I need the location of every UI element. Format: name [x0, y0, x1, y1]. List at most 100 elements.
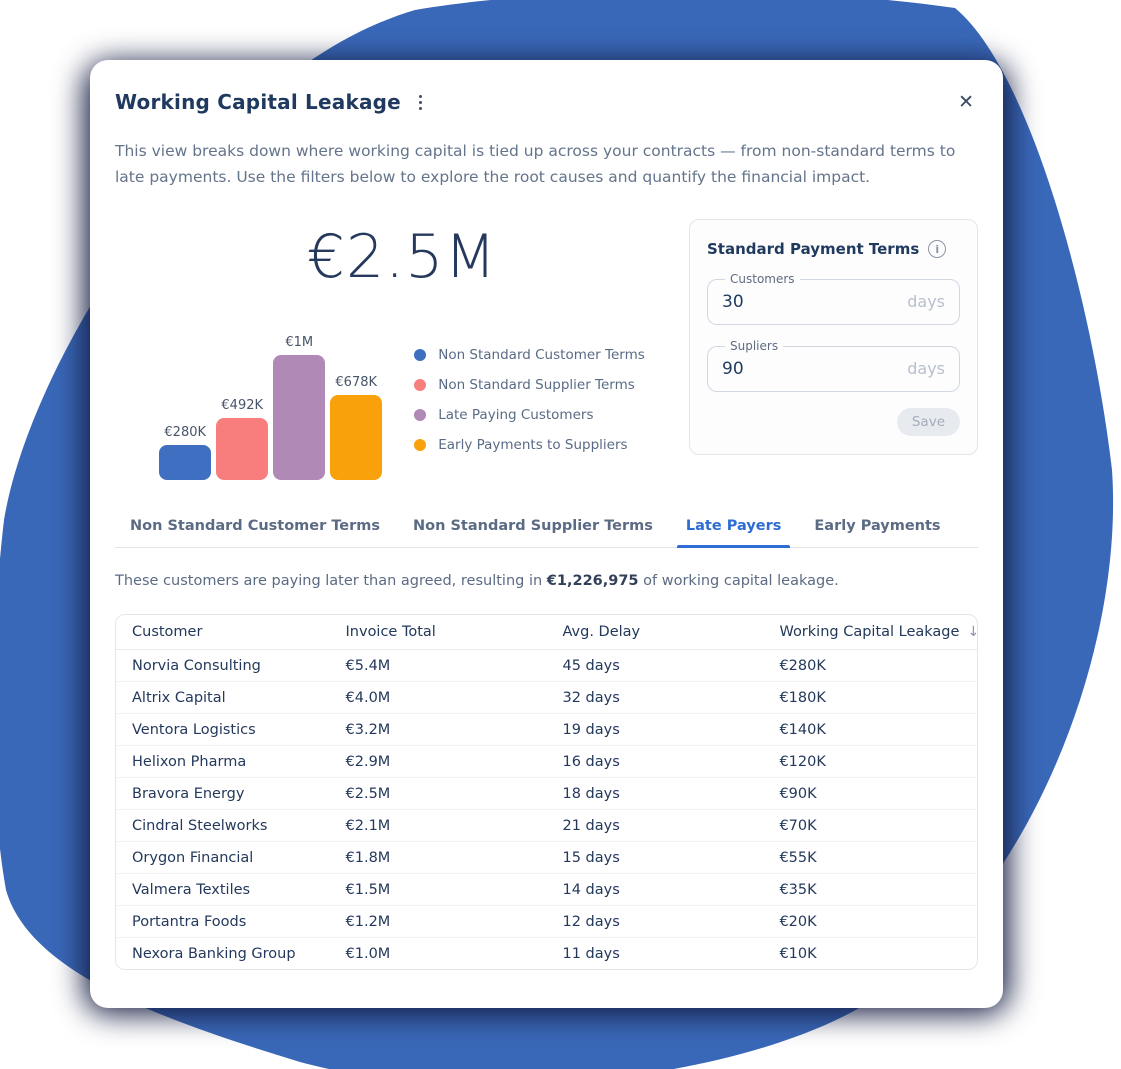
leakage-chart-section: €2.5M €280K €492K €1M €678K Non Standard Cu… — [115, 218, 689, 480]
summary-prefix: These customers are paying later than ag… — [115, 573, 547, 589]
save-button[interactable]: Save — [896, 408, 960, 436]
page-title: Working Capital Leakage — [115, 90, 401, 114]
bar-value-label: €280K — [164, 425, 207, 440]
table-cell: €1.0M — [345, 945, 391, 962]
legend-label: Non Standard Customer Terms — [438, 347, 645, 363]
table-cell: €140K — [779, 721, 826, 738]
table-cell: Ventora Logistics — [132, 721, 256, 738]
tab-non-standard-customer-terms[interactable]: Non Standard Customer Terms — [130, 518, 381, 534]
legend-label: Non Standard Supplier Terms — [438, 377, 635, 393]
table-cell: €280K — [779, 657, 826, 674]
standard-payment-terms-panel: Standard Payment Terms i Customers days … — [689, 219, 978, 455]
customers-days-input[interactable] — [720, 288, 820, 314]
table-cell: Orygon Financial — [132, 849, 254, 866]
table-cell: €1.5M — [345, 881, 391, 898]
table-row[interactable]: Helixon Pharma €2.9M 16 days €120K — [116, 745, 977, 777]
legend-dot-icon — [414, 379, 427, 391]
table-cell: 32 days — [562, 689, 620, 706]
table-cell: €10K — [779, 945, 817, 962]
bar-rect — [273, 355, 326, 480]
customers-term-field: Customers days — [707, 272, 960, 325]
kebab-menu-icon[interactable] — [415, 91, 426, 114]
legend-item-1: Non Standard Supplier Terms — [414, 377, 645, 393]
bar-group: €280K €492K €1M €678K — [159, 320, 383, 480]
bar-value-label: €678K — [335, 375, 378, 390]
suppliers-days-input[interactable] — [720, 355, 820, 381]
chart-legend: Non Standard Customer Terms Non Standard … — [414, 347, 645, 453]
table-cell: 21 days — [562, 817, 620, 834]
suppliers-days-suffix: days — [907, 358, 945, 378]
table-cell: 12 days — [562, 913, 620, 930]
info-icon[interactable]: i — [928, 240, 947, 258]
column-header-avg-delay[interactable]: Avg. Delay — [562, 624, 641, 640]
table-cell: 16 days — [562, 753, 620, 770]
bar-3: €678K — [330, 375, 383, 480]
table-row[interactable]: Valmera Textiles €1.5M 14 days €35K — [116, 873, 977, 905]
table-cell: €180K — [779, 689, 826, 706]
table-cell: Helixon Pharma — [132, 753, 247, 770]
sort-desc-icon[interactable]: ↓ — [967, 624, 978, 640]
legend-dot-icon — [414, 439, 427, 451]
legend-dot-icon — [414, 349, 427, 361]
bar-1: €492K — [216, 398, 269, 480]
table-cell: 14 days — [562, 881, 620, 898]
table-cell: 18 days — [562, 785, 620, 802]
summary-suffix: of working capital leakage. — [638, 573, 839, 589]
summary-amount: €1,226,975 — [546, 573, 639, 589]
table-cell: 19 days — [562, 721, 620, 738]
bar-0: €280K — [159, 425, 212, 480]
tab-early-payments[interactable]: Early Payments — [814, 518, 941, 534]
suppliers-term-field: Supliers days — [707, 339, 960, 392]
table-cell: Cindral Steelworks — [132, 817, 268, 834]
table-header-row: Customer Invoice Total Avg. Delay Working C… — [116, 615, 977, 650]
content-row: €2.5M €280K €492K €1M €678K Non Standard Cu… — [115, 218, 978, 480]
table-row[interactable]: Norvia Consulting €5.4M 45 days €280K — [116, 650, 977, 681]
close-icon[interactable]: ✕ — [958, 90, 974, 113]
table-cell: €70K — [779, 817, 817, 834]
column-header-customer[interactable]: Customer — [132, 624, 203, 640]
modal-header: Working Capital Leakage ✕ — [115, 90, 978, 114]
total-leakage-value: €2.5M — [306, 222, 498, 292]
table-row[interactable]: Portantra Foods €1.2M 12 days €20K — [116, 905, 977, 937]
table-cell: Bravora Energy — [132, 785, 245, 802]
table-cell: 45 days — [562, 657, 620, 674]
late-payers-table: Customer Invoice Total Avg. Delay Working C… — [115, 614, 978, 970]
table-cell: €90K — [779, 785, 817, 802]
legend-item-3: Early Payments to Suppliers — [414, 437, 645, 453]
legend-label: Late Paying Customers — [438, 407, 594, 423]
legend-item-0: Non Standard Customer Terms — [414, 347, 645, 363]
table-cell: €2.5M — [345, 785, 391, 802]
table-cell: €2.1M — [345, 817, 391, 834]
bar-rect — [159, 445, 212, 480]
bar-value-label: €492K — [221, 398, 264, 413]
tab-non-standard-supplier-terms[interactable]: Non Standard Supplier Terms — [413, 518, 653, 534]
table-row[interactable]: Cindral Steelworks €2.1M 21 days €70K — [116, 809, 977, 841]
column-header-invoice-total[interactable]: Invoice Total — [345, 624, 436, 640]
table-cell: Norvia Consulting — [132, 657, 261, 674]
summary-text: These customers are paying later than ag… — [115, 573, 978, 589]
tab-bar: Non Standard Customer Terms Non Standard … — [115, 518, 978, 548]
legend-item-2: Late Paying Customers — [414, 407, 645, 423]
table-row[interactable]: Orygon Financial €1.8M 15 days €55K — [116, 841, 977, 873]
table-cell: Portantra Foods — [132, 913, 247, 930]
table-cell: Nexora Banking Group — [132, 945, 296, 962]
table-row[interactable]: Bravora Energy €2.5M 18 days €90K — [116, 777, 977, 809]
table-row[interactable]: Ventora Logistics €3.2M 19 days €140K — [116, 713, 977, 745]
table-cell: Valmera Textiles — [132, 881, 251, 898]
table-row[interactable]: Altrix Capital €4.0M 32 days €180K — [116, 681, 977, 713]
terms-panel-title: Standard Payment Terms — [707, 240, 920, 258]
table-cell: €120K — [779, 753, 826, 770]
table-cell: €1.2M — [345, 913, 391, 930]
table-row[interactable]: Nexora Banking Group €1.0M 11 days €10K — [116, 937, 977, 969]
modal-description: This view breaks down where working capi… — [115, 142, 956, 186]
tab-late-payers[interactable]: Late Payers — [676, 518, 791, 548]
table-cell: €55K — [779, 849, 817, 866]
bar-2: €1M — [273, 335, 326, 480]
table-cell: €35K — [779, 881, 817, 898]
bar-value-label: €1M — [285, 335, 314, 350]
terms-panel-header: Standard Payment Terms i — [707, 240, 960, 258]
legend-label: Early Payments to Suppliers — [438, 437, 628, 453]
customers-field-label: Customers — [730, 272, 795, 286]
column-header-working-capital-leakage[interactable]: Working Capital Leakage ↓ — [779, 624, 978, 640]
table-cell: 11 days — [562, 945, 620, 962]
